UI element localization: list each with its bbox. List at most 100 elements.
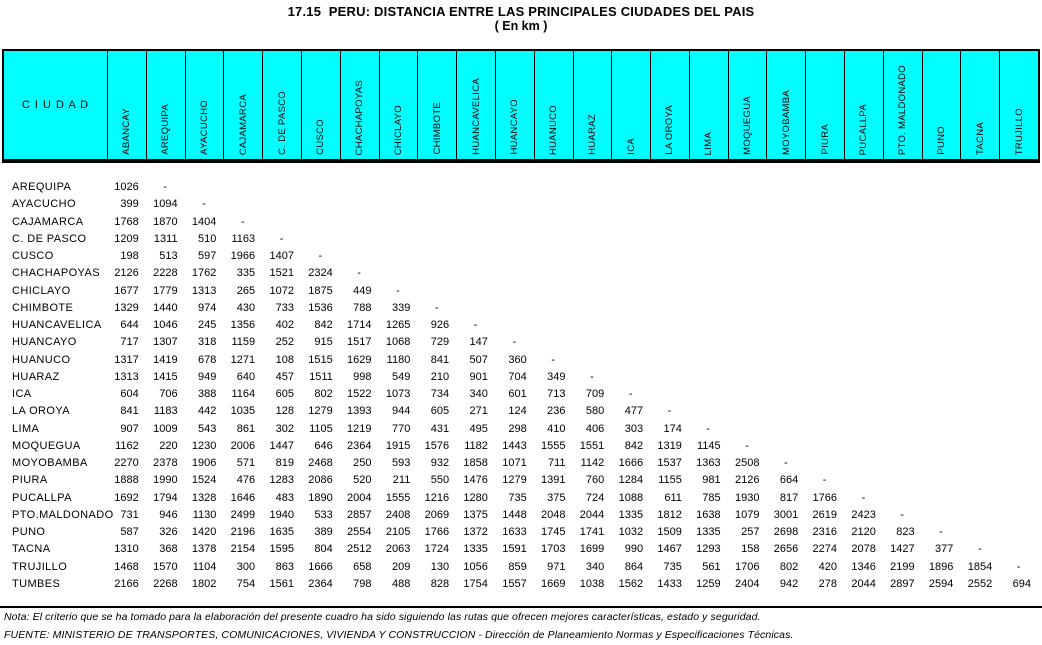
distance-cell: [766, 317, 805, 334]
distance-cell: 1666: [308, 560, 333, 573]
distance-cell: [922, 438, 961, 455]
distance-cell: 863: [275, 560, 294, 573]
column-header: PUNO: [921, 51, 961, 159]
distance-cell: 1313: [114, 370, 139, 383]
distance-cell: [960, 352, 999, 369]
distance-cell: 1279: [502, 474, 527, 487]
distance-cell: 399: [120, 198, 139, 211]
row-label: TUMBES: [12, 577, 61, 590]
distance-cell: [999, 196, 1038, 213]
distance-cell: [922, 507, 961, 524]
distance-cell: 817: [779, 491, 799, 504]
distance-cell: [611, 300, 650, 317]
distance-cell: [379, 214, 418, 231]
distance-cell: 1328: [191, 491, 217, 504]
distance-cell: [379, 265, 418, 282]
distance-cell: [340, 214, 379, 231]
distance-cell: 1155: [658, 474, 682, 487]
table-bottom-border: [0, 606, 1042, 608]
distance-cell: [805, 455, 844, 472]
distance-cell: 1635: [269, 526, 294, 538]
column-header: AYACUCHO: [184, 51, 224, 159]
column-header-label: CAJAMARCA: [237, 93, 249, 155]
distance-cell: 1265: [385, 319, 411, 331]
distance-cell: 859: [508, 560, 527, 573]
distance-cell: 1346: [851, 560, 876, 573]
distance-cell: 2619: [812, 508, 838, 521]
column-header-label: HUANUCO: [548, 104, 560, 155]
column-header-label: C. DE PASCO: [276, 91, 288, 155]
distance-cell: 1576: [424, 439, 450, 452]
distance-cell: 1537: [657, 457, 682, 469]
distance-cell: 864: [624, 560, 644, 573]
distance-cell: [844, 386, 883, 403]
distance-cell: [844, 472, 883, 489]
distance-cell: [611, 231, 650, 248]
distance-cell: 1407: [269, 250, 294, 262]
distance-cell: [456, 214, 495, 231]
distance-cell: [922, 179, 961, 196]
distance-cell: [805, 231, 844, 248]
column-header: MOYOBAMBA: [766, 51, 805, 159]
distance-cell: [999, 524, 1038, 541]
distance-cell: [456, 300, 495, 317]
distance-cell: [689, 352, 728, 369]
distance-cell: [883, 421, 922, 438]
distance-cell: [611, 248, 650, 265]
distance-cell: 711: [547, 457, 566, 469]
distance-cell: 601: [508, 388, 527, 400]
distance-cell: 236: [547, 405, 566, 418]
column-header: PIURA: [805, 51, 844, 159]
distance-cell: [960, 214, 999, 231]
distance-cell: [301, 231, 340, 248]
table-row: LA OROYA 841 1183 442 1035 128 1279 1393 944 605 2…: [4, 403, 1038, 420]
distance-cell: [573, 317, 612, 334]
column-header-label: PTO. MALDONADO: [897, 64, 909, 155]
distance-cell: [495, 300, 534, 317]
distance-cell: 1311: [153, 232, 178, 245]
distance-cell: [417, 231, 456, 248]
distance-cell: 1692: [114, 491, 139, 504]
distance-cell: 1046: [153, 319, 178, 331]
distance-cell: 915: [314, 336, 333, 349]
distance-cell: 1468: [114, 560, 139, 573]
row-label: C. DE PASCO: [12, 232, 87, 245]
distance-cell: 2274: [812, 543, 838, 556]
distance-cell: 1595: [269, 543, 294, 556]
column-header-label: AYACUCHO: [198, 100, 210, 155]
distance-cell: [611, 214, 650, 231]
column-header: HUANCAYO: [494, 51, 534, 159]
distance-cell: 1870: [153, 215, 178, 228]
distance-cell: 2078: [851, 543, 876, 556]
column-header: CHACHAPOYAS: [339, 51, 379, 159]
distance-cell: 1079: [734, 508, 760, 521]
distance-cell: [456, 248, 495, 265]
distance-cell: [960, 369, 999, 386]
row-label: CUSCO: [12, 250, 54, 262]
distance-cell: [844, 334, 883, 351]
distance-cell: [650, 369, 689, 386]
distance-cell: [960, 317, 999, 334]
distance-cell: 389: [314, 526, 333, 538]
distance-cell: 2228: [153, 267, 178, 280]
distance-cell: 245: [198, 319, 217, 331]
distance-cell: 804: [314, 543, 333, 556]
distance-cell: 1555: [541, 439, 566, 452]
distance-cell: 1669: [541, 577, 566, 590]
distance-cell: [999, 421, 1038, 438]
distance-cell: 1890: [308, 491, 333, 504]
distance-cell: [805, 317, 844, 334]
column-header: HUANUCO: [533, 51, 573, 159]
distance-cell: -: [473, 319, 478, 331]
distance-cell: 644: [120, 319, 139, 331]
distance-cell: [999, 300, 1038, 317]
row-label: AREQUIPA: [12, 181, 72, 193]
distance-cell: [805, 421, 844, 438]
distance-cell: 1313: [191, 284, 217, 297]
distance-cell: [883, 369, 922, 386]
distance-cell: [844, 369, 883, 386]
distance-cell: [379, 179, 418, 196]
distance-cell: 2199: [890, 560, 915, 573]
distance-cell: 1310: [114, 543, 139, 556]
distance-cell: 1448: [502, 508, 527, 521]
